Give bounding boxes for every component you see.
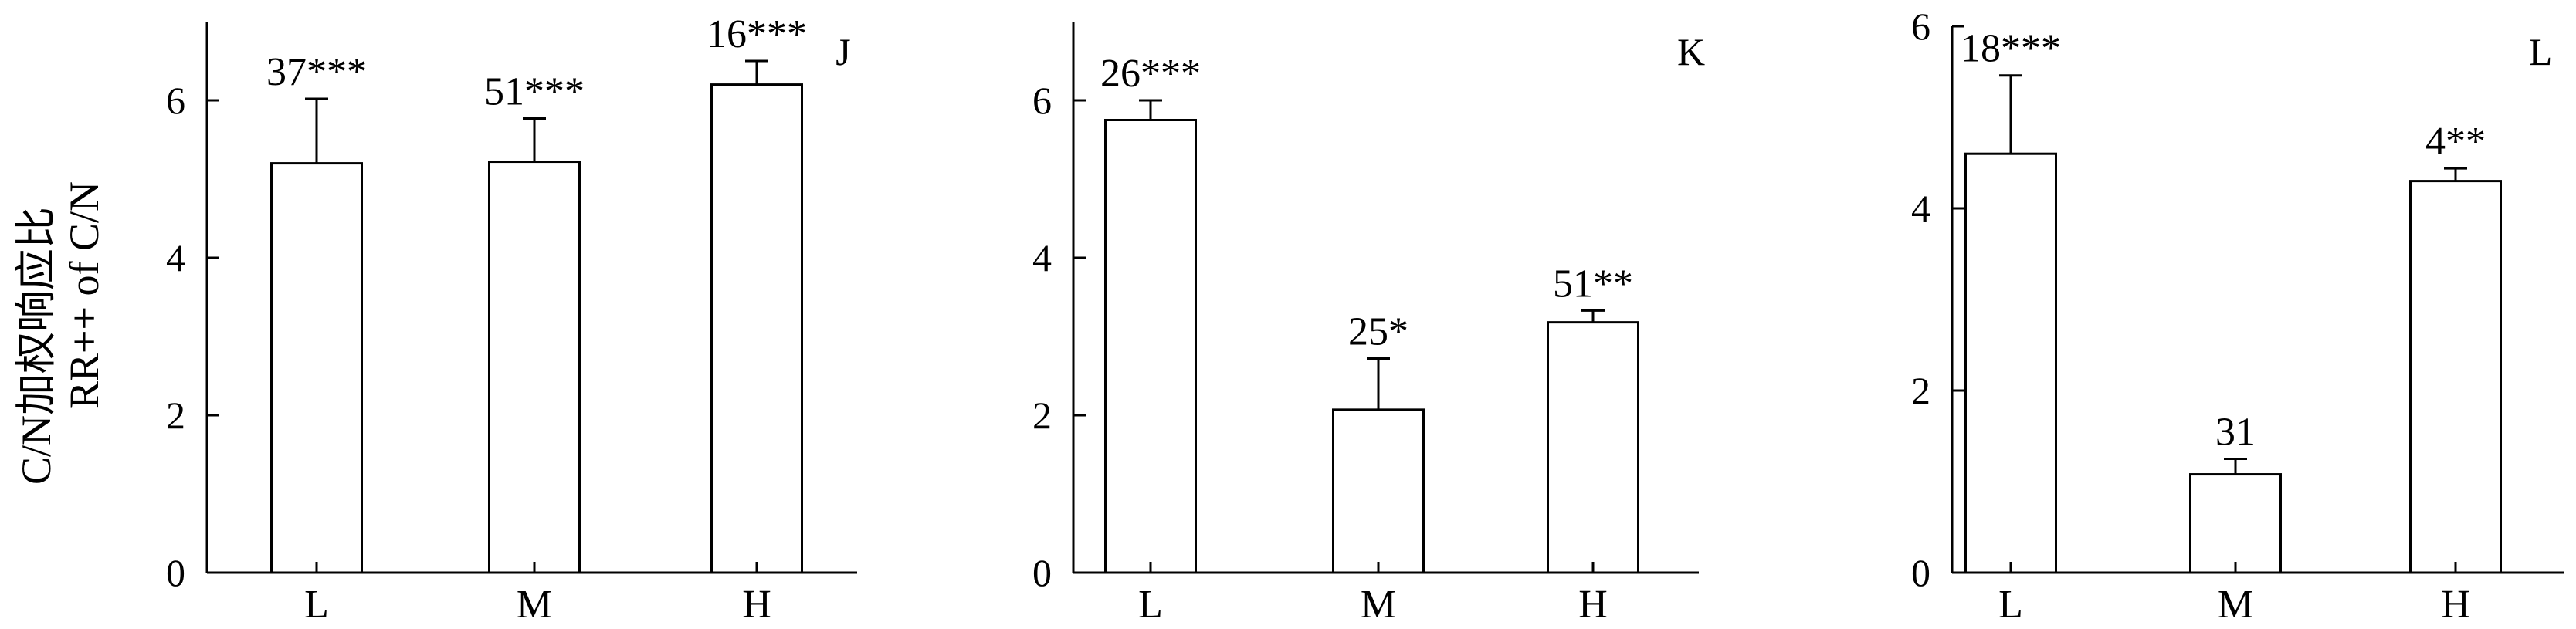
y-tick-label: 4: [1911, 187, 1930, 230]
x-tick-label: H: [2441, 583, 2470, 627]
y-tick-label: 6: [1911, 5, 1930, 48]
x-tick-label: M: [1361, 583, 1396, 627]
bar: [2189, 473, 2282, 574]
x-tick-label: L: [1998, 583, 2023, 627]
data-label: 18***: [1961, 27, 2061, 71]
x-tick-label: H: [1578, 583, 1608, 627]
bar: [1332, 408, 1425, 574]
y-tick-label: 4: [1032, 236, 1052, 279]
data-label: 4**: [2425, 120, 2486, 164]
y-tick-label: 0: [1911, 551, 1930, 594]
data-label: 31: [2215, 411, 2256, 455]
panel-label: J: [836, 30, 850, 73]
x-tick-label: M: [2218, 583, 2253, 627]
data-label: 51**: [1553, 262, 1633, 306]
y-tick-label: 2: [1032, 394, 1052, 437]
y-tick-label: 2: [1911, 369, 1930, 412]
bar: [270, 162, 363, 574]
panel-k: 0 2 4 6 L 26*** M 25* H 51** K: [1032, 22, 1705, 627]
y-tick-label: 2: [166, 394, 185, 437]
x-tick-label: H: [742, 583, 771, 627]
y-tick-label: 6: [166, 79, 185, 122]
data-label: 37***: [266, 50, 367, 94]
y-tick-label: 6: [1032, 79, 1052, 122]
data-label: 25*: [1348, 310, 1408, 354]
bar: [1104, 119, 1197, 574]
panel-label: L: [2529, 30, 2553, 73]
bar: [2409, 180, 2502, 574]
y-tick-label: 0: [1032, 551, 1052, 594]
y-tick-label: 0: [166, 551, 185, 594]
panel-l: 0 2 4 6 L 18*** M 31 H 4** L: [1911, 5, 2564, 627]
panel-label: K: [1677, 30, 1705, 73]
y-tick-label: 4: [166, 236, 185, 279]
data-label: 16***: [707, 12, 807, 56]
x-tick-label: L: [1138, 583, 1163, 627]
x-tick-label: L: [304, 583, 329, 627]
x-tick-label: M: [517, 583, 552, 627]
bar: [1964, 152, 2057, 574]
panel-j: 0 2 4 6 L 37*** M 51*** H 16*** J: [166, 12, 857, 627]
bar: [488, 161, 581, 574]
bar: [1547, 321, 1639, 574]
data-label: 26***: [1100, 52, 1201, 96]
data-label: 51***: [484, 69, 585, 113]
bar: [710, 83, 803, 574]
